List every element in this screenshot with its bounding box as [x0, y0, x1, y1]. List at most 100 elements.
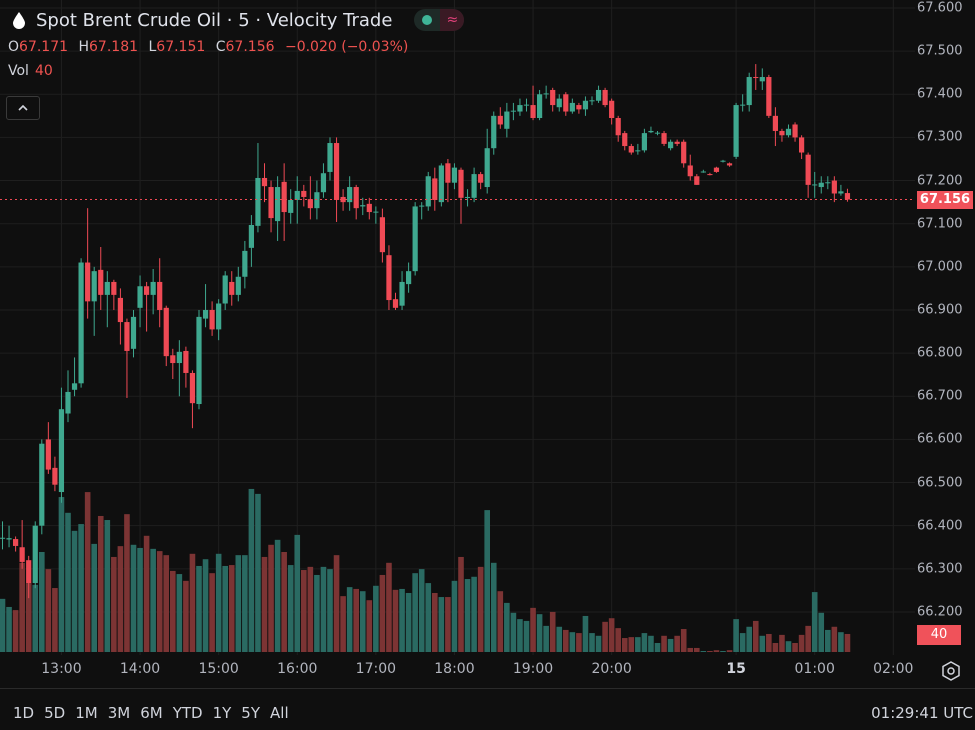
candle-body: [622, 133, 628, 147]
candle: [779, 128, 785, 142]
candle: [602, 87, 608, 108]
candle: [825, 176, 831, 190]
range-selector: 1D 5D 1M 3M 6M YTD 1Y 5Y All: [8, 704, 294, 722]
candle-body: [733, 105, 739, 157]
volume-bar: [84, 492, 91, 652]
price-tick-label: 67.200: [917, 173, 963, 189]
candle: [720, 159, 726, 163]
candle-body: [432, 178, 438, 200]
candle: [628, 143, 634, 155]
candle: [124, 318, 130, 398]
status-pill[interactable]: ≈: [414, 9, 465, 31]
candle-body: [766, 77, 772, 116]
volume-bar: [392, 589, 399, 652]
settings-icon[interactable]: [940, 660, 962, 682]
volume-bar: [156, 551, 163, 652]
candle-body: [641, 133, 647, 151]
volume-bar: [510, 612, 517, 652]
collapse-legend-button[interactable]: [6, 96, 40, 120]
candle-body: [209, 309, 215, 330]
volume-bar: [209, 573, 215, 652]
volume-bar: [805, 625, 811, 652]
candle-body: [353, 187, 359, 209]
candle: [681, 139, 687, 168]
candle-body: [13, 539, 19, 546]
candle-body: [530, 105, 536, 119]
candle: [366, 197, 372, 220]
volume-bar: [713, 650, 720, 652]
chevron-up-icon: [18, 104, 28, 111]
volume-bar: [700, 651, 707, 652]
candle-body: [71, 383, 78, 390]
volume-bar: [261, 556, 268, 652]
candle: [392, 292, 399, 310]
candle: [45, 422, 51, 474]
volume-bar: [497, 591, 504, 652]
candle-body: [458, 169, 464, 198]
volume-bar: [549, 611, 556, 652]
candle: [255, 143, 261, 233]
candle: [595, 85, 602, 103]
candle: [458, 167, 464, 224]
volume-bar: [648, 635, 654, 652]
candle-body: [582, 100, 589, 110]
candle-body: [98, 269, 104, 295]
range-button-ytd[interactable]: YTD: [172, 704, 203, 722]
candle: [261, 163, 268, 203]
volume-bar: [117, 546, 124, 652]
volume-bar: [608, 618, 615, 652]
candle-body: [307, 199, 313, 209]
candle-body: [248, 224, 254, 248]
candle: [91, 266, 97, 336]
volume-bar: [432, 592, 438, 652]
volume-bar: [825, 629, 831, 652]
symbol-title[interactable]: Spot Brent Crude Oil · 5 · Velocity Trad…: [36, 9, 393, 31]
candle: [746, 72, 752, 112]
volume-bar: [189, 553, 196, 652]
candle: [170, 348, 176, 380]
volume-bar: [595, 635, 602, 652]
candle: [838, 184, 844, 196]
time-tick-label: 18:00: [434, 661, 475, 677]
volume-bar: [484, 510, 490, 652]
time-tick-label: 02:00: [873, 661, 914, 677]
candle: [700, 169, 706, 173]
range-button-1m[interactable]: 1M: [75, 704, 98, 722]
range-button-all[interactable]: All: [270, 704, 289, 722]
volume-bar: [373, 585, 379, 652]
volume-bar: [170, 570, 176, 652]
range-button-5d[interactable]: 5D: [44, 704, 66, 722]
candle-body: [399, 281, 405, 306]
range-button-3m[interactable]: 3M: [107, 704, 131, 722]
candle: [353, 184, 359, 220]
candle: [792, 122, 798, 142]
volume-legend: Vol 40: [8, 59, 464, 83]
time-tick-label: 13:00: [41, 661, 82, 677]
candle: [176, 340, 182, 397]
clock[interactable]: 01:29:41 UTC: [871, 704, 973, 722]
range-button-1d[interactable]: 1D: [13, 704, 35, 722]
range-button-6m[interactable]: 6M: [140, 704, 163, 722]
candle: [6, 525, 12, 548]
range-button-5y[interactable]: 5Y: [241, 704, 261, 722]
candlestick-chart[interactable]: [0, 0, 975, 690]
volume-bar: [798, 634, 805, 652]
candle: [52, 456, 58, 492]
change-value: −0.020 (−0.03%): [284, 39, 409, 55]
volume-bar: [667, 638, 674, 652]
volume-bar: [752, 620, 759, 652]
candle: [235, 266, 241, 302]
candle: [543, 85, 549, 99]
current-price-label: 67.156: [917, 190, 973, 209]
candle-body: [654, 132, 661, 134]
candle: [360, 197, 366, 216]
candle-body: [543, 93, 549, 95]
candle: [445, 158, 451, 203]
range-button-1y[interactable]: 1Y: [212, 704, 232, 722]
volume-bar: [307, 566, 314, 652]
candle: [150, 268, 156, 315]
price-tick-label: 66.300: [917, 561, 963, 577]
volume-bar: [477, 566, 484, 652]
candle-body: [792, 124, 798, 138]
candle: [726, 162, 733, 167]
